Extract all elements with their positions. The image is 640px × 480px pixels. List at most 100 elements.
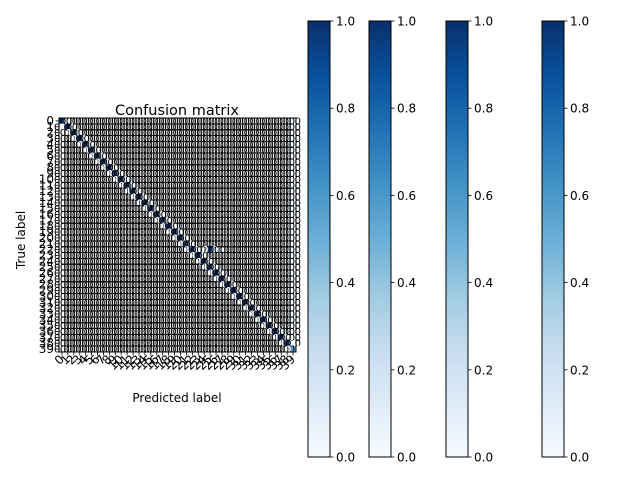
- matrix-cell: [183, 123, 190, 130]
- matrix-cell: [272, 258, 279, 265]
- matrix-cell: [112, 287, 119, 294]
- matrix-cell: [290, 305, 297, 312]
- matrix-cell: [236, 153, 243, 160]
- matrix-cell: [124, 141, 131, 148]
- matrix-cell: [254, 258, 261, 265]
- matrix-cell: [195, 153, 202, 160]
- matrix-cell: [165, 199, 172, 207]
- matrix-cell: [207, 252, 214, 259]
- matrix-cell: [266, 322, 273, 329]
- matrix-cell: [59, 182, 66, 189]
- matrix-cell: [266, 135, 273, 142]
- cell-value: 0.0: [101, 122, 117, 133]
- matrix-cell: [59, 194, 66, 201]
- matrix-cell: [260, 328, 267, 335]
- matrix-cell: [130, 164, 137, 171]
- matrix-cell: [201, 287, 208, 294]
- matrix-cell: [213, 287, 220, 294]
- matrix-cell: [207, 170, 214, 177]
- colorbar-tick-label: 0.2: [336, 363, 355, 377]
- matrix-cell: [147, 340, 155, 347]
- matrix-cell: [213, 299, 220, 306]
- matrix-cell: [59, 164, 66, 171]
- colorbar-tick-label: 0.4: [397, 276, 416, 290]
- matrix-cell: [213, 223, 220, 230]
- matrix-cell: [242, 123, 249, 130]
- matrix-cell: [59, 258, 66, 265]
- matrix-cell: [100, 217, 107, 224]
- matrix-cell: [189, 129, 196, 136]
- cell-value: 0.0: [190, 116, 206, 127]
- matrix-cell: [159, 135, 166, 142]
- matrix-cell: [195, 164, 202, 171]
- matrix-cell: [136, 299, 143, 306]
- matrix-cell: [82, 135, 89, 142]
- matrix-cell: [284, 135, 291, 142]
- cell-value: 1.0: [60, 122, 76, 133]
- matrix-cell: [159, 240, 166, 247]
- cell-value: 0.0: [72, 140, 88, 151]
- cell-value: 0.0: [125, 134, 141, 145]
- matrix-cell: [284, 346, 291, 353]
- matrix-cell: [248, 270, 255, 277]
- matrix-cell: [76, 164, 83, 171]
- matrix-cell: [171, 281, 178, 288]
- cell-value: 0.0: [90, 128, 106, 139]
- matrix-cell: [82, 205, 89, 212]
- matrix-cell: [278, 141, 285, 148]
- matrix-cell: [159, 311, 166, 318]
- matrix-cell: [64, 246, 72, 253]
- matrix-cell: [82, 153, 89, 160]
- matrix-cell: [278, 217, 285, 224]
- matrix-cell: [195, 328, 202, 335]
- matrix-cell: [278, 153, 285, 160]
- matrix-cell: [136, 305, 143, 312]
- matrix-cell: [278, 264, 285, 271]
- matrix-cell: [165, 293, 172, 300]
- matrix-cell: [290, 258, 297, 265]
- matrix-cell: [290, 217, 297, 224]
- matrix-cell: [224, 141, 232, 148]
- matrix-cell: [130, 141, 137, 148]
- matrix-cell: [70, 287, 78, 294]
- matrix-cell: [242, 299, 249, 306]
- matrix-cell: [94, 217, 101, 224]
- matrix-cell: [130, 252, 137, 259]
- matrix-cell: [201, 270, 208, 277]
- matrix-cell: [207, 194, 214, 201]
- matrix-cell: [76, 252, 83, 259]
- cell-value: 0.0: [238, 128, 254, 139]
- matrix-cell: [189, 123, 196, 130]
- matrix-cell: [147, 305, 155, 312]
- matrix-cell: [189, 275, 196, 283]
- matrix-cell: [183, 129, 190, 136]
- matrix-cell: [236, 205, 243, 212]
- matrix-cell: [76, 305, 83, 312]
- matrix-cell: [272, 182, 279, 189]
- matrix-cell: [248, 182, 255, 189]
- matrix-cell: [70, 229, 78, 236]
- matrix-cell: [248, 194, 255, 201]
- cell-value: 0.0: [131, 122, 147, 133]
- cell-value: 0.0: [143, 128, 159, 139]
- matrix-cell: [177, 235, 184, 242]
- matrix-cell: [165, 328, 172, 335]
- cell-value: 0.0: [107, 134, 123, 145]
- matrix-cell: [94, 235, 101, 242]
- matrix-cell: [153, 322, 161, 329]
- matrix-cell: [260, 176, 267, 183]
- cell-value: 0.0: [178, 116, 194, 127]
- matrix-cell: [195, 235, 202, 242]
- matrix-cell: [82, 252, 89, 259]
- matrix-cell: [201, 188, 208, 195]
- matrix-cell: [266, 252, 273, 259]
- matrix-cell: [266, 258, 273, 265]
- matrix-cell: [94, 311, 101, 318]
- matrix-cell: [64, 281, 72, 288]
- matrix-cell: [124, 235, 131, 242]
- matrix-cell: [59, 316, 66, 324]
- matrix-cell: [100, 176, 107, 183]
- matrix-cell: [224, 240, 232, 247]
- matrix-cell: [159, 293, 166, 300]
- matrix-cell: [82, 264, 89, 271]
